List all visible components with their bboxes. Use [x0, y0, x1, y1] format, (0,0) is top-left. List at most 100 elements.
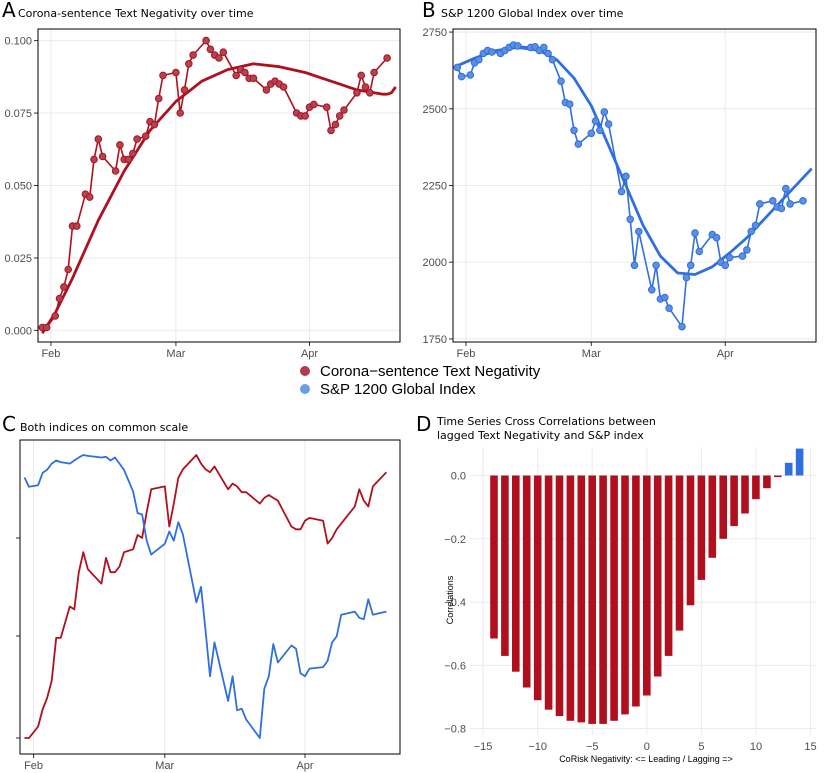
data-point — [370, 68, 378, 77]
data-point — [241, 68, 249, 77]
data-point — [665, 304, 673, 313]
y-tick-label: 1750 — [423, 334, 447, 346]
panel-b-letter: B — [422, 0, 436, 22]
bar — [774, 475, 782, 478]
data-point — [747, 227, 756, 236]
data-point — [189, 51, 197, 59]
data-point — [574, 140, 583, 148]
data-point — [180, 86, 189, 94]
data-point — [738, 252, 747, 260]
data-point — [219, 48, 228, 57]
panel-d-plot: −0.8 −0.6 −0.4 −0.2 0.0 −15 −10 −5 0 5 10 15 — [444, 447, 817, 753]
bar — [795, 448, 804, 476]
x-tick-label: −15 — [474, 741, 493, 753]
data-point — [366, 89, 374, 97]
data-point — [353, 89, 361, 97]
bar — [653, 475, 662, 677]
data-point — [488, 48, 496, 56]
data-point — [154, 94, 163, 103]
x-tick-label: Apr — [296, 760, 313, 772]
bar — [686, 475, 695, 606]
data-point — [141, 132, 150, 140]
trend-line — [456, 46, 813, 276]
data-point — [150, 120, 159, 129]
panel-c-letter: C — [2, 412, 16, 436]
bar — [708, 475, 717, 558]
y-tick-label: 0.075 — [4, 108, 32, 120]
data-point — [617, 187, 626, 196]
data-point — [751, 221, 760, 230]
data-point — [475, 55, 483, 64]
data-point — [85, 193, 94, 201]
x-tick-label: 10 — [750, 741, 762, 753]
data-point — [565, 100, 574, 108]
data-point — [743, 246, 751, 254]
data-point — [540, 43, 548, 52]
data-point — [769, 197, 777, 205]
bar — [501, 475, 509, 656]
x-tick-label: Mar — [166, 348, 185, 360]
panel-a-plot: Feb Mar Apr 0.000 0.025 0.050 0.075 0.100 — [4, 28, 401, 360]
series-line — [42, 39, 388, 329]
data-point — [73, 222, 81, 230]
data-point — [335, 112, 344, 120]
bar — [588, 475, 596, 724]
panel-b-title: S&P 1200 Global Index over time — [441, 7, 624, 20]
data-point — [98, 152, 107, 161]
panel-d-title-line2: lagged Text Negativity and S&P index — [437, 429, 644, 442]
bar — [610, 475, 618, 721]
bar — [741, 475, 749, 514]
data-point — [725, 253, 734, 262]
data-point — [262, 86, 271, 94]
data-point — [648, 286, 656, 294]
data-point — [327, 126, 335, 135]
data-point — [55, 294, 64, 303]
series-line-text-negativity — [24, 454, 388, 739]
panel-d-title-line1: Time Series Cross Correlations between — [436, 415, 656, 428]
data-point — [596, 126, 604, 135]
legend: Corona−sentence Text Negativity S&P 1200… — [300, 363, 541, 398]
y-tick-label: 0.025 — [4, 253, 32, 265]
data-point — [383, 54, 391, 62]
x-tick-label: Mar — [155, 760, 174, 772]
panel-c-title: Both indices on common scale — [20, 421, 188, 434]
data-point — [686, 261, 695, 270]
panel-d: D Time Series Cross Correlations between… — [416, 412, 817, 764]
data-point — [116, 141, 124, 149]
data-point — [777, 204, 786, 213]
series-line-sp-index — [23, 454, 387, 739]
bar — [599, 475, 607, 724]
data-point — [635, 227, 643, 236]
bar — [675, 475, 684, 631]
data-point — [600, 108, 609, 116]
data-point — [557, 77, 565, 85]
data-point — [630, 261, 639, 270]
legend-label-sp-index: S&P 1200 Global Index — [320, 381, 476, 398]
data-point — [129, 149, 137, 158]
data-point — [202, 36, 210, 45]
data-point — [622, 172, 630, 181]
x-tick-label: −10 — [528, 741, 547, 753]
data-point — [124, 155, 133, 164]
data-point — [626, 215, 635, 224]
panel-b: B S&P 1200 Global Index over time Feb Mar… — [422, 0, 817, 360]
legend-key-text-negativity — [300, 366, 310, 376]
bar — [632, 475, 640, 707]
y-tick-label: 0.050 — [4, 181, 32, 193]
bar — [522, 475, 531, 688]
y-tick-label: 2000 — [423, 257, 447, 269]
data-point — [544, 49, 552, 58]
y-tick-label: 2750 — [423, 27, 447, 39]
bar — [752, 475, 760, 500]
x-tick-label: 0 — [644, 741, 650, 753]
panel-d-xlabel: CoRisk Negativity: <= Leading / Lagging … — [559, 754, 733, 764]
data-point — [756, 200, 764, 208]
panel-b-plot: Feb Mar Apr 1750 2000 2250 2500 2750 — [423, 27, 817, 360]
data-point — [678, 322, 686, 331]
data-point — [51, 312, 60, 320]
data-point — [587, 129, 596, 138]
bar — [577, 475, 586, 723]
data-point — [64, 265, 72, 274]
data-point — [279, 83, 288, 91]
